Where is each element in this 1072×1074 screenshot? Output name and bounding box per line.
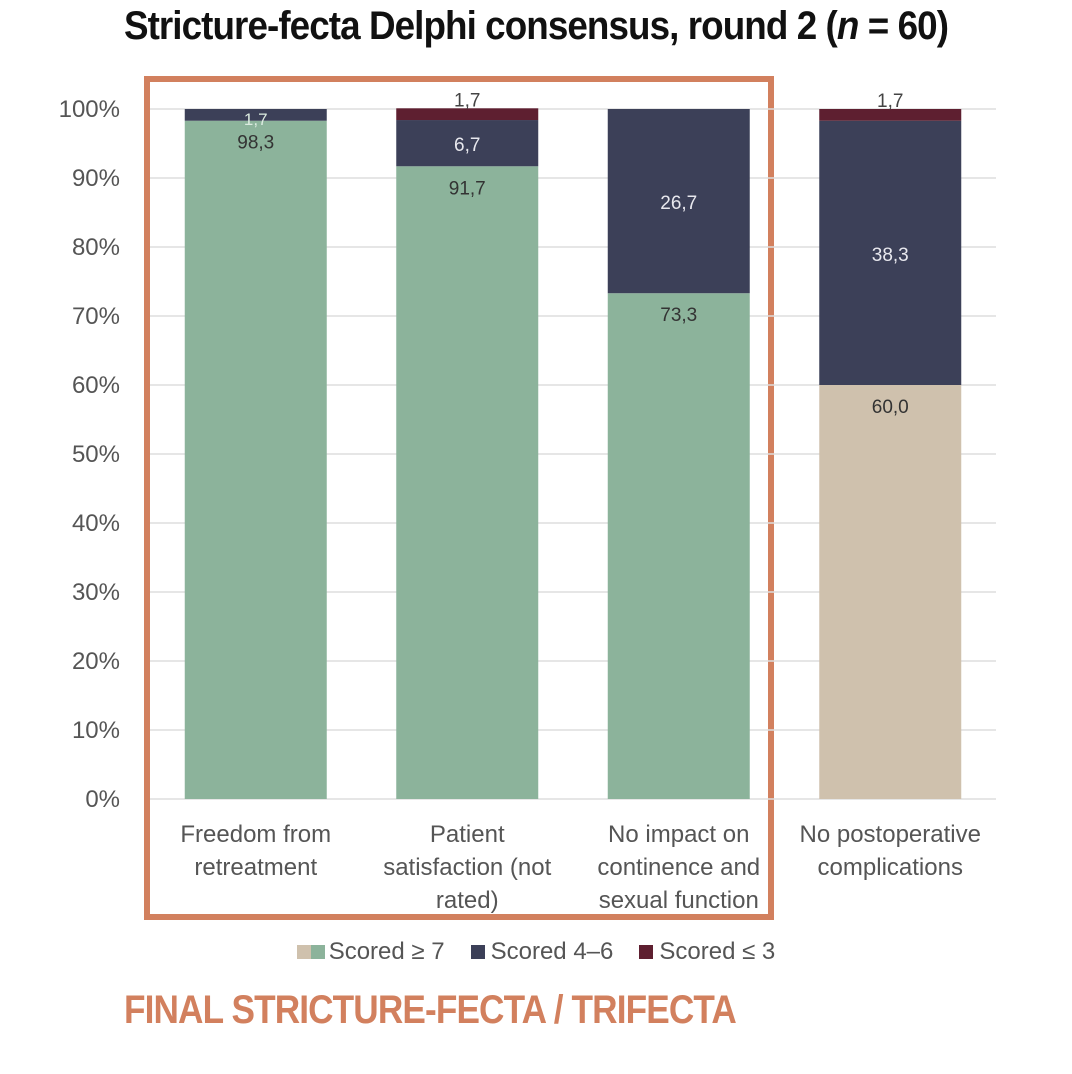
bar-segment xyxy=(607,293,750,799)
bar-segment xyxy=(819,385,962,799)
data-label: 1,7 xyxy=(454,90,480,111)
x-tick-label: Patient xyxy=(430,821,505,848)
y-tick-label: 70% xyxy=(72,303,120,330)
y-tick-label: 10% xyxy=(72,717,120,744)
x-tick-label: rated) xyxy=(436,887,499,914)
legend-label-mid: Scored 4–6 xyxy=(490,938,614,965)
bar-segment xyxy=(184,120,327,800)
y-tick-label: 0% xyxy=(85,786,120,813)
x-tick-label: sexual function xyxy=(599,887,759,914)
legend-swatch-mid xyxy=(470,945,485,959)
trifecta-highlight-frame xyxy=(144,76,774,920)
legend-swatch-low xyxy=(639,945,654,959)
y-tick-label: 60% xyxy=(72,372,120,399)
bar-segment xyxy=(819,120,962,385)
data-label: 26,7 xyxy=(660,193,697,214)
y-tick-label: 100% xyxy=(59,96,120,123)
chart-title: Stricture-fecta Delphi consensus, round … xyxy=(123,4,949,48)
data-label: 6,7 xyxy=(454,135,480,156)
x-tick-label: Freedom from xyxy=(180,821,331,848)
legend: Scored ≥ 7 Scored 4–6 Scored ≤ 3 xyxy=(0,938,1072,966)
legend-label-high: Scored ≥ 7 xyxy=(328,938,445,965)
x-tick-label: No postoperative xyxy=(800,821,981,848)
legend-label-low: Scored ≤ 3 xyxy=(659,938,776,965)
y-tick-label: 30% xyxy=(72,579,120,606)
bar-segment xyxy=(396,120,539,167)
bar-segment xyxy=(184,109,327,121)
x-tick-label: complications xyxy=(818,854,963,881)
legend-item-scored-low: Scored ≤ 3 xyxy=(639,938,775,966)
y-tick-label: 90% xyxy=(72,165,120,192)
x-tick-label: satisfaction (not xyxy=(383,854,551,881)
bar-segment xyxy=(396,108,539,121)
data-label: 73,3 xyxy=(660,305,697,326)
data-label: 1,7 xyxy=(877,91,903,112)
y-tick-label: 80% xyxy=(72,234,120,261)
legend-item-scored-high: Scored ≥ 7 xyxy=(296,938,445,966)
data-label: 60,0 xyxy=(872,397,909,418)
x-tick-label: continence and xyxy=(597,854,760,881)
bar-segment xyxy=(819,109,962,121)
y-tick-label: 50% xyxy=(72,441,120,468)
data-label: 38,3 xyxy=(872,245,909,266)
x-tick-label: retreatment xyxy=(194,854,317,881)
y-tick-label: 20% xyxy=(72,648,120,675)
data-label: 98,3 xyxy=(237,133,274,154)
legend-swatch-high xyxy=(296,945,325,959)
bar-segment xyxy=(396,166,539,799)
data-label: 1,7 xyxy=(244,110,268,129)
y-tick-label: 40% xyxy=(72,510,120,537)
bar-segment xyxy=(607,109,750,294)
legend-item-scored-mid: Scored 4–6 xyxy=(470,938,614,966)
footer-caption: FINAL STRICTURE-FECTA / TRIFECTA xyxy=(124,988,737,1032)
data-label: 91,7 xyxy=(449,178,486,199)
x-tick-label: No impact on xyxy=(608,821,749,848)
